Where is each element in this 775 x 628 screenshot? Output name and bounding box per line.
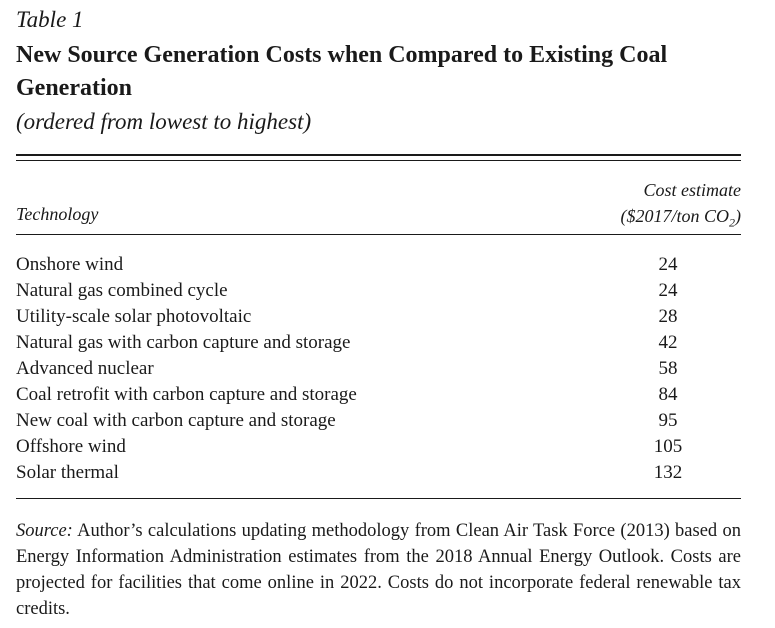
- top-rule-thin: [16, 160, 741, 161]
- cost-header-line2: ($2017/ton CO2): [541, 203, 741, 236]
- cost-header-line1: Cost estimate: [643, 180, 742, 200]
- technology-cell: Natural gas combined cycle: [16, 280, 228, 301]
- cost-cell: 95: [658, 410, 678, 431]
- technology-cell: Offshore wind: [16, 436, 126, 457]
- cost-cell: 84: [658, 384, 678, 405]
- technology-cell: Solar thermal: [16, 462, 119, 483]
- technology-cell: Onshore wind: [16, 254, 124, 275]
- table-row: Coal retrofit with carbon capture and st…: [16, 382, 741, 408]
- cost-cell: 24: [658, 254, 678, 275]
- technology-cell: Advanced nuclear: [16, 358, 154, 379]
- top-rule-thick: [16, 154, 741, 156]
- source-label: Source:: [16, 521, 73, 541]
- cost-cell: 42: [658, 332, 678, 353]
- cost-header-unit: ($2017/ton CO: [620, 206, 729, 226]
- technology-cell: Utility-scale solar photovoltaic: [16, 306, 252, 327]
- cost-header-subscript: 2: [729, 215, 735, 230]
- table-row: Solar thermal 132: [16, 460, 741, 486]
- technology-cell: New coal with carbon capture and storage: [16, 410, 336, 431]
- table-body: Onshore wind 24 Natural gas combined cycle…: [16, 252, 741, 486]
- cost-cell: 132: [653, 462, 683, 483]
- cost-cell: 105: [653, 436, 683, 457]
- source-note: Source: Author’s calculations updating m…: [16, 518, 741, 622]
- header-rule: [16, 234, 741, 235]
- table-row: New coal with carbon capture and storage…: [16, 408, 741, 434]
- table-row: Offshore wind 105: [16, 434, 741, 460]
- source-text: Author’s calculations updating methodolo…: [16, 521, 741, 619]
- technology-cell: Natural gas with carbon capture and stor…: [16, 332, 351, 353]
- cost-cell: 28: [658, 306, 678, 327]
- cost-header-close: ): [735, 206, 741, 226]
- table-row: Natural gas with carbon capture and stor…: [16, 330, 741, 356]
- cost-cell: 24: [658, 280, 678, 301]
- table-row: Onshore wind 24: [16, 252, 741, 278]
- table-subtitle: (ordered from lowest to highest): [16, 109, 312, 134]
- cost-cell: 58: [658, 358, 678, 379]
- column-header-cost: Cost estimate ($2017/ton CO2): [541, 177, 741, 236]
- table-row: Natural gas combined cycle 24: [16, 278, 741, 304]
- table-title: New Source Generation Costs when Compare…: [16, 42, 668, 101]
- table-label: Table 1: [16, 7, 84, 32]
- column-header-technology: Technology: [16, 204, 99, 224]
- table-row: Advanced nuclear 58: [16, 356, 741, 382]
- table-row: Utility-scale solar photovoltaic 28: [16, 304, 741, 330]
- bottom-rule: [16, 498, 741, 499]
- technology-cell: Coal retrofit with carbon capture and st…: [16, 384, 357, 405]
